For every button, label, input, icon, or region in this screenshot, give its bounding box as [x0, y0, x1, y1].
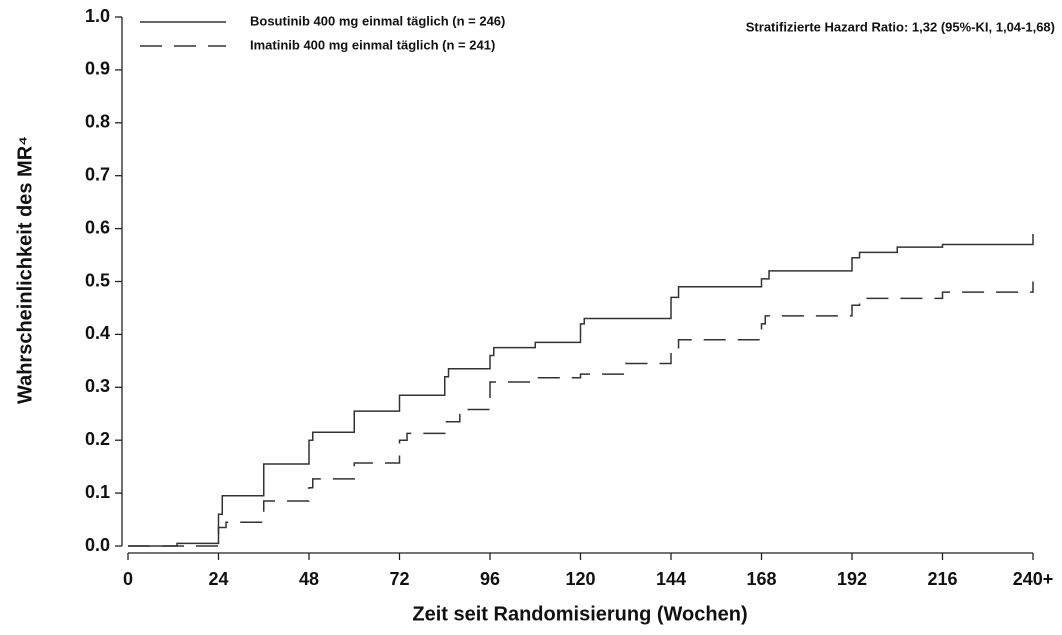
y-tick-label: 0.6	[85, 217, 110, 237]
x-axis-title: Zeit seit Randomisierung (Wochen)	[412, 603, 747, 625]
annotation: Stratifizierte Hazard Ratio: 1,32 (95%-K…	[746, 19, 1055, 34]
legend-label: Bosutinib 400 mg einmal täglich (n = 246…	[250, 13, 505, 28]
series-line	[128, 233, 1034, 547]
x-tick-label: 120	[565, 569, 595, 589]
y-tick-label: 0.5	[85, 270, 110, 290]
x-tick-label: 168	[746, 569, 776, 589]
x-tick-label: 192	[837, 569, 867, 589]
x-tick-label: 0	[123, 569, 133, 589]
x-tick-label: 216	[927, 569, 957, 589]
y-axis-title: Wahrscheinlichkeit des MR⁴	[14, 136, 36, 404]
y-tick-label: 0.3	[85, 376, 110, 396]
y-tick-label: 0.7	[85, 164, 110, 184]
x-tick-label: 48	[299, 569, 319, 589]
x-tick-label: 96	[480, 569, 500, 589]
x-tick-label: 24	[208, 569, 228, 589]
x-tick-label: 144	[656, 569, 686, 589]
y-tick-label: 1.0	[85, 6, 110, 26]
x-tick-label: 72	[389, 569, 409, 589]
y-tick-label: 0.0	[85, 535, 110, 555]
y-tick-label: 0.4	[85, 323, 110, 343]
y-tick-label: 0.1	[85, 482, 110, 502]
legend-label: Imatinib 400 mg einmal täglich (n = 241)	[250, 37, 495, 52]
y-tick-label: 0.8	[85, 112, 110, 132]
x-tick-label: 240+	[1013, 569, 1054, 589]
series-line	[128, 281, 1034, 547]
y-tick-label: 0.2	[85, 429, 110, 449]
y-tick-label: 0.9	[85, 59, 110, 79]
